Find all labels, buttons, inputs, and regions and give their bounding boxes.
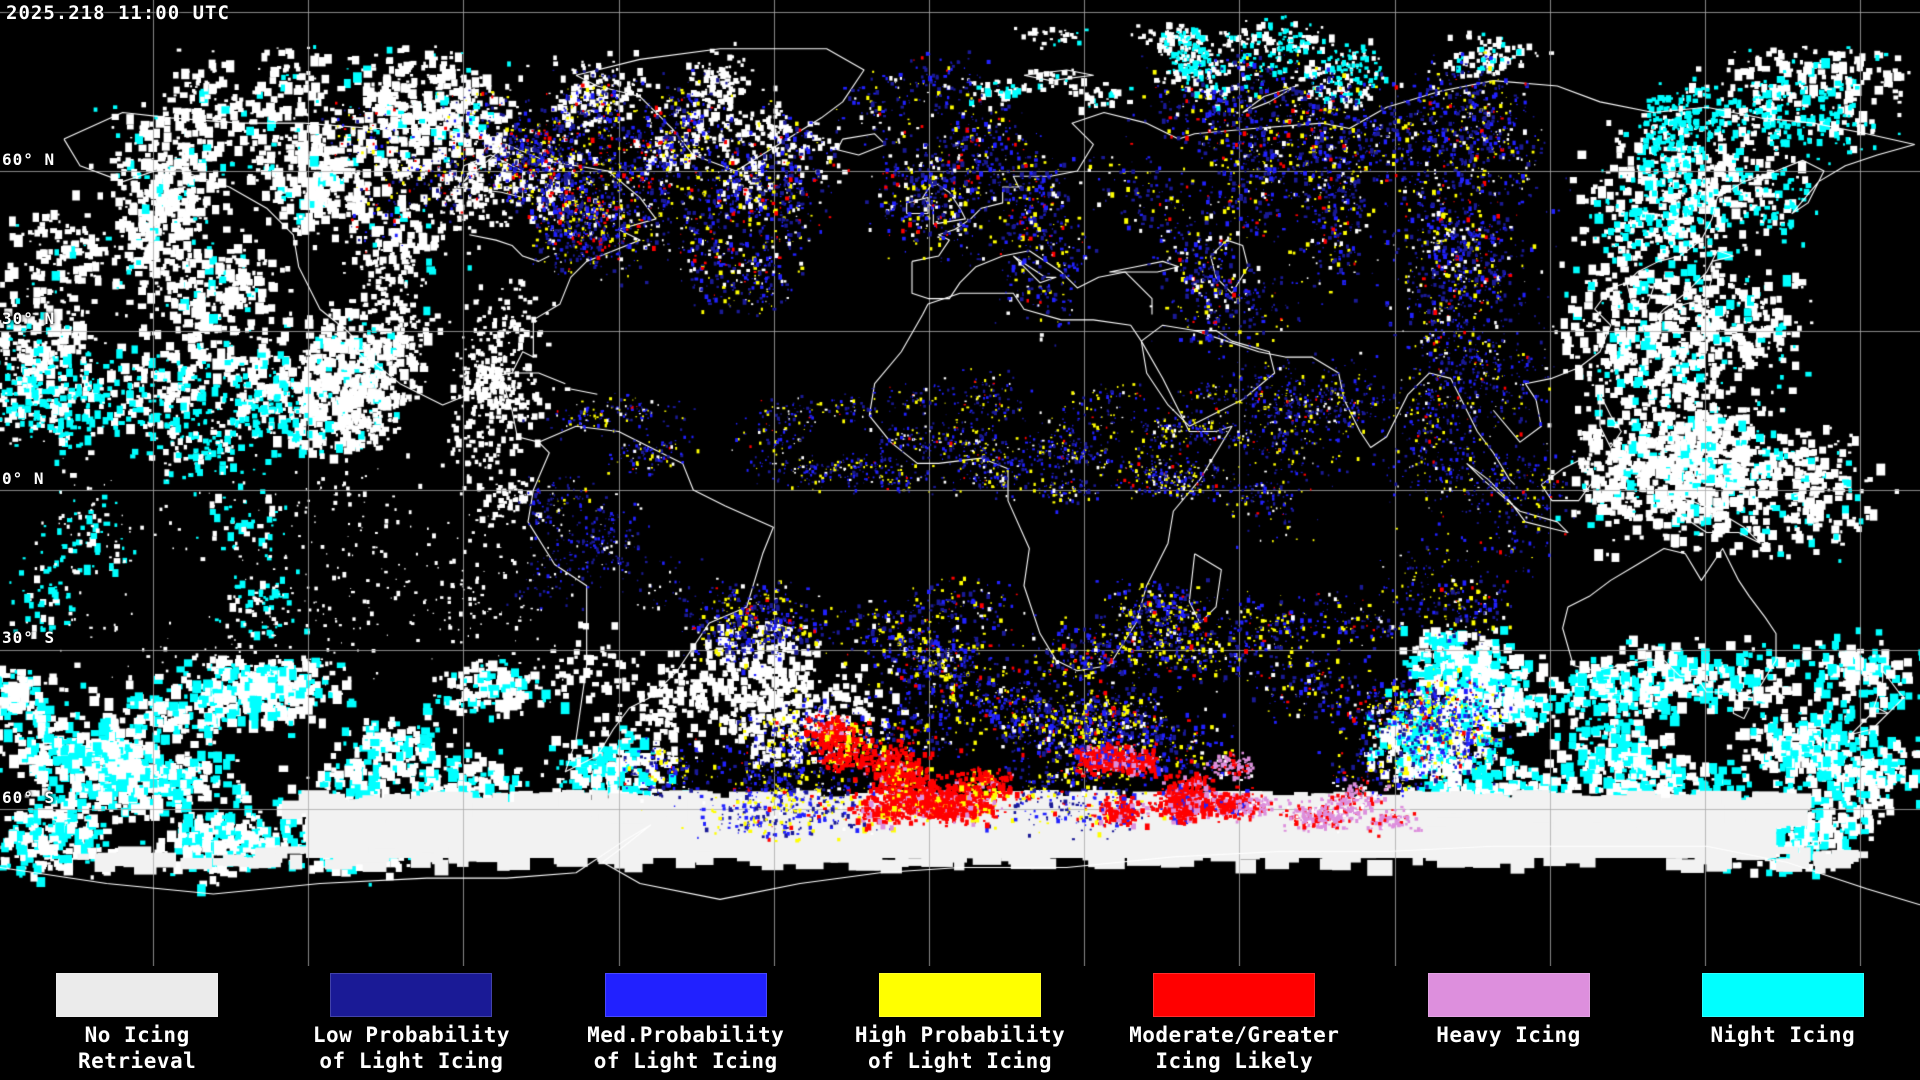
legend-swatch-low-prob: [330, 973, 493, 1017]
legend-label: of Light Icing: [867, 1049, 1052, 1073]
legend-item-no-icing: No Icing Retrieval: [0, 966, 274, 1080]
legend-label: Heavy Icing: [1436, 1023, 1581, 1047]
legend-label: Med.Probability: [587, 1023, 785, 1047]
legend-item-med-prob: Med.Probability of Light Icing: [549, 966, 823, 1080]
legend-label: of Light Icing: [593, 1049, 778, 1073]
timestamp-label: 2025.218 11:00 UTC: [6, 2, 230, 24]
legend-swatch-high-prob: [878, 973, 1041, 1017]
legend-swatch-no-icing: [56, 973, 219, 1017]
legend-swatch-med-prob: [604, 973, 767, 1017]
legend-label: High Probability: [854, 1023, 1066, 1047]
legend-label: Night Icing: [1710, 1023, 1856, 1047]
legend-label: Low Probability: [312, 1023, 510, 1047]
legend-label: Moderate/Greater: [1129, 1023, 1340, 1047]
legend-label: Retrieval: [77, 1049, 197, 1073]
legend-swatch-heavy: [1427, 973, 1590, 1017]
latitude-label-60s: 60° S: [2, 788, 56, 807]
legend: No Icing Retrieval Low Probability of Li…: [0, 966, 1920, 1080]
legend-item-heavy: Heavy Icing: [1371, 966, 1645, 1080]
legend-label: of Light Icing: [319, 1049, 504, 1073]
latitude-label-30n: 30° N: [2, 309, 56, 328]
legend-item-night: Night Icing: [1646, 966, 1920, 1080]
legend-label: No Icing: [84, 1023, 190, 1047]
world-icing-map-canvas: [0, 0, 1920, 966]
latitude-label-30s: 30° S: [2, 628, 56, 647]
legend-item-high-prob: High Probability of Light Icing: [823, 966, 1097, 1080]
legend-swatch-moderate: [1153, 973, 1316, 1017]
latitude-label-0n: 0° N: [2, 469, 45, 488]
legend-item-moderate: Moderate/Greater Icing Likely: [1097, 966, 1371, 1080]
legend-swatch-night: [1701, 973, 1864, 1017]
world-map-area: 2025.218 11:00 UTC 60° N 30° N 0° N 30° …: [0, 0, 1920, 966]
legend-label: Icing Likely: [1155, 1049, 1314, 1073]
latitude-label-60n: 60° N: [2, 150, 56, 169]
legend-item-low-prob: Low Probability of Light Icing: [274, 966, 548, 1080]
